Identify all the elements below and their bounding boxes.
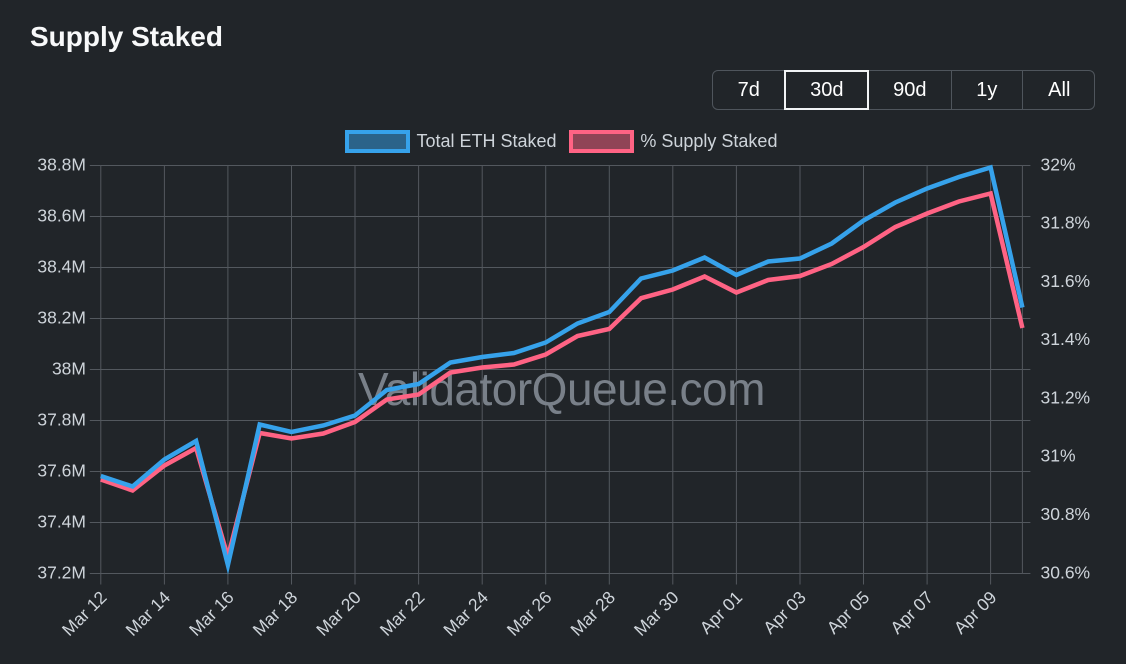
- svg-text:31.6%: 31.6%: [1041, 271, 1091, 291]
- svg-text:Mar 28: Mar 28: [566, 587, 619, 640]
- svg-text:Mar 12: Mar 12: [58, 587, 111, 640]
- svg-text:32%: 32%: [1041, 154, 1076, 174]
- svg-text:Mar 14: Mar 14: [122, 587, 175, 640]
- svg-text:Apr 09: Apr 09: [950, 587, 1001, 638]
- svg-text:31.8%: 31.8%: [1041, 213, 1091, 233]
- svg-text:Mar 22: Mar 22: [376, 587, 429, 640]
- svg-text:Apr 03: Apr 03: [759, 587, 810, 638]
- svg-text:30.8%: 30.8%: [1041, 504, 1091, 524]
- svg-text:Mar 24: Mar 24: [439, 587, 492, 640]
- svg-text:Apr 05: Apr 05: [823, 587, 874, 638]
- svg-text:Mar 16: Mar 16: [185, 587, 238, 640]
- svg-text:Mar 26: Mar 26: [503, 587, 556, 640]
- svg-text:Apr 01: Apr 01: [696, 587, 747, 638]
- svg-text:38.8M: 38.8M: [37, 154, 86, 174]
- svg-text:Mar 30: Mar 30: [630, 587, 683, 640]
- svg-text:Mar 20: Mar 20: [312, 587, 365, 640]
- svg-text:37.6M: 37.6M: [37, 460, 86, 480]
- svg-text:Apr 07: Apr 07: [886, 587, 937, 638]
- svg-text:37.4M: 37.4M: [37, 511, 86, 531]
- svg-text:ValidatorQueue.com: ValidatorQueue.com: [358, 363, 765, 415]
- svg-text:Mar 18: Mar 18: [249, 587, 302, 640]
- svg-text:38M: 38M: [52, 358, 86, 378]
- svg-text:31.4%: 31.4%: [1041, 329, 1091, 349]
- svg-text:38.2M: 38.2M: [37, 307, 86, 327]
- svg-text:37.2M: 37.2M: [37, 562, 86, 582]
- svg-text:38.6M: 38.6M: [37, 205, 86, 225]
- svg-text:37.8M: 37.8M: [37, 409, 86, 429]
- svg-text:31.2%: 31.2%: [1041, 387, 1091, 407]
- svg-text:30.6%: 30.6%: [1041, 562, 1091, 582]
- svg-text:38.4M: 38.4M: [37, 256, 86, 276]
- svg-text:31%: 31%: [1041, 446, 1076, 466]
